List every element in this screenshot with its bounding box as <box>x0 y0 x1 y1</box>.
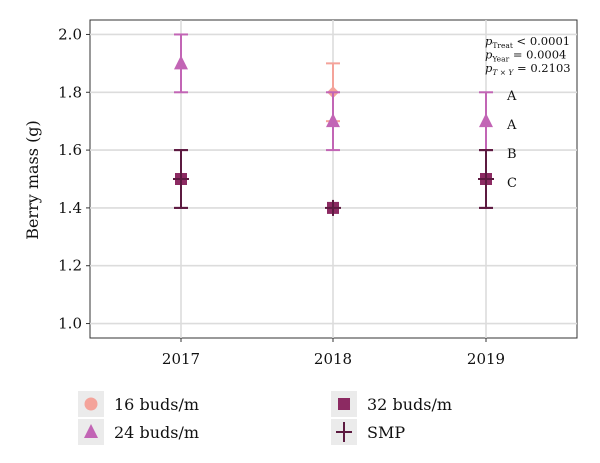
y-axis: 1.0 1.2 1.4 1.6 1.8 2.0 <box>58 25 90 333</box>
significance-letter: C <box>507 176 517 191</box>
p-value-label: pTreat < 0.0001 <box>485 34 570 50</box>
y-tick-label: 2.0 <box>58 25 82 43</box>
circle-marker-icon <box>78 391 104 417</box>
data-point-24-buds <box>326 113 340 128</box>
legend-item-smp: SMP <box>331 419 405 445</box>
legend-label: 24 buds/m <box>114 422 200 442</box>
square-marker-icon <box>331 391 357 417</box>
x-tick-label: 2018 <box>314 350 352 368</box>
data-marks <box>173 33 494 216</box>
y-tick-label: 1.4 <box>58 199 82 217</box>
legend-item-32-buds: 32 buds/m <box>331 391 452 417</box>
legend-item-16-buds: 16 buds/m <box>78 391 199 417</box>
y-tick-label: 1.2 <box>58 257 82 275</box>
y-tick-label: 1.6 <box>58 141 82 159</box>
significance-letter: A <box>506 89 517 104</box>
significance-letter: B <box>507 147 517 162</box>
data-point-24-buds <box>479 113 493 128</box>
y-tick-label: 1.0 <box>58 315 82 333</box>
p-value-label: pYear = 0.0004 <box>485 48 566 64</box>
legend-label: 32 buds/m <box>367 394 453 414</box>
data-point-24-buds <box>174 55 188 70</box>
data-point-smp <box>173 171 189 187</box>
legend: 16 buds/m 24 buds/m 32 buds/m SMP <box>0 385 600 463</box>
p-value-label: pT × Y = 0.2103 <box>485 61 571 77</box>
data-point-smp <box>325 199 341 216</box>
x-tick-label: 2017 <box>162 350 200 368</box>
x-axis: 2017 2018 2019 <box>162 338 505 368</box>
x-tick-label: 2019 <box>467 350 505 368</box>
significance-letter: A <box>506 118 517 133</box>
triangle-marker-icon <box>78 419 104 445</box>
data-point-smp <box>478 171 494 187</box>
legend-label: 16 buds/m <box>114 394 200 414</box>
plus-marker-icon <box>331 419 357 445</box>
y-axis-title: Berry mass (g) <box>23 120 42 240</box>
chart: 1.0 1.2 1.4 1.6 1.8 2.0 2017 2018 2019 Berry ma… <box>23 19 578 368</box>
y-tick-label: 1.8 <box>58 83 82 101</box>
legend-label: SMP <box>367 422 406 442</box>
legend-item-24-buds: 24 buds/m <box>78 419 199 445</box>
